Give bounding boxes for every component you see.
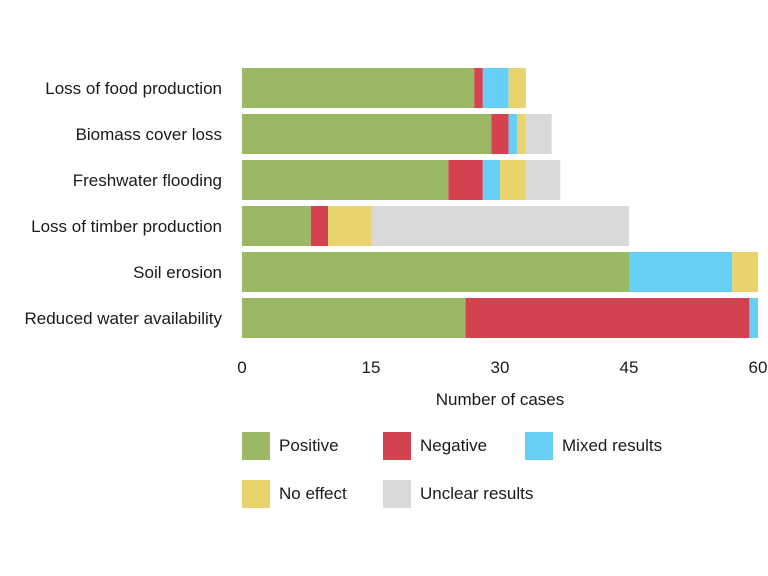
bar-segment-no-effect (732, 252, 758, 292)
bars-group (242, 68, 758, 338)
bar-segment-positive (242, 68, 475, 108)
x-tick-label: 0 (237, 358, 246, 377)
bar-segment-no-effect (328, 206, 371, 246)
y-axis-label: Reduced water availability (25, 309, 223, 328)
legend-swatch (242, 432, 270, 460)
y-axis-label: Loss of food production (45, 79, 222, 98)
bar-segment-positive (242, 206, 311, 246)
bar-segment-mixed-results (629, 252, 733, 292)
x-axis-title: Number of cases (436, 390, 565, 409)
legend-item-negative: Negative (383, 432, 487, 460)
bar-segment-mixed-results (749, 298, 758, 338)
x-tick-label: 60 (749, 358, 768, 377)
bar-segment-no-effect (508, 68, 526, 108)
bar-segment-positive (242, 160, 449, 200)
stacked-bar-chart: Loss of food production Biomass cover los… (25, 68, 767, 409)
x-axis-ticks: 0 15 30 45 60 (237, 358, 767, 377)
y-axis-label: Biomass cover loss (76, 125, 222, 144)
legend-swatch (242, 480, 270, 508)
bar-segment-no-effect (517, 114, 526, 154)
bar-segment-positive (242, 298, 466, 338)
y-axis-label: Freshwater flooding (73, 171, 222, 190)
bar-segment-negative (310, 206, 328, 246)
bar-segment-positive (242, 252, 629, 292)
legend-item-unclear-results: Unclear results (383, 480, 533, 508)
bar-segment-no-effect (500, 160, 526, 200)
y-axis-label: Loss of timber production (31, 217, 222, 236)
legend-item-no-effect: No effect (242, 480, 347, 508)
legend-swatch (383, 432, 411, 460)
bar-segment-unclear-results (371, 206, 629, 246)
legend-swatch (525, 432, 553, 460)
y-axis-label: Soil erosion (133, 263, 222, 282)
x-tick-label: 45 (620, 358, 639, 377)
bar-segment-negative (465, 298, 750, 338)
legend-swatch (383, 480, 411, 508)
legend-label: No effect (279, 484, 347, 503)
x-tick-label: 15 (362, 358, 381, 377)
bar-segment-mixed-results (508, 114, 518, 154)
bar-segment-mixed-results (482, 160, 500, 200)
legend-label: Mixed results (562, 436, 663, 455)
bar-segment-negative (491, 114, 509, 154)
bar-segment-negative (448, 160, 483, 200)
legend-item-positive: Positive (242, 432, 339, 460)
bar-segment-negative (474, 68, 483, 108)
y-axis-labels: Loss of food production Biomass cover los… (25, 79, 223, 328)
bar-segment-unclear-results (525, 114, 552, 154)
legend-label: Unclear results (420, 484, 534, 503)
x-tick-label: 30 (491, 358, 510, 377)
bar-segment-positive (242, 114, 492, 154)
legend-label: Positive (279, 436, 339, 455)
legend-item-mixed-results: Mixed results (525, 432, 662, 460)
bar-segment-unclear-results (525, 160, 561, 200)
bar-segment-mixed-results (482, 68, 509, 108)
legend-label: Negative (420, 436, 488, 455)
